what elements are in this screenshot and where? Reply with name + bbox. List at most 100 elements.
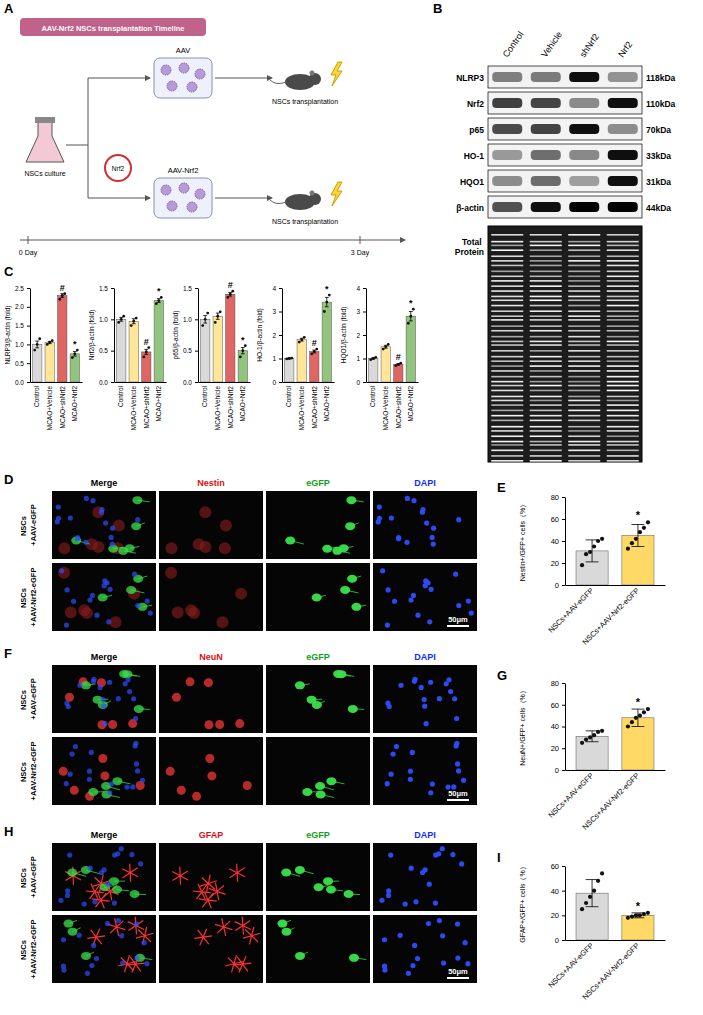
x-tick: MCAO+Vehicle — [382, 382, 389, 430]
gel-band — [568, 249, 600, 251]
y-tick-mark — [27, 288, 30, 289]
micrograph-ground — [266, 843, 370, 911]
nucleus — [456, 603, 461, 608]
micrograph-ground — [159, 915, 263, 983]
gel-band — [607, 249, 639, 251]
protein-label: β-actin — [456, 203, 484, 213]
micrograph — [266, 665, 370, 733]
x-tick: MCAO+shNrf2 — [227, 382, 234, 428]
x-tick-label: MCAO+Nrf2 — [71, 386, 78, 422]
bar — [33, 344, 42, 382]
gel-band — [607, 310, 639, 312]
marker-cell — [215, 720, 224, 729]
x-tick-label: NSCs+AAV-eGFP — [546, 586, 595, 635]
error-bar — [586, 540, 599, 562]
gel-band — [530, 370, 562, 372]
nucleus — [107, 790, 112, 795]
gel-band — [491, 344, 523, 346]
gel-band — [607, 430, 639, 432]
gel-band — [607, 460, 639, 462]
y-tick: 40 — [551, 887, 565, 896]
gel-band — [568, 370, 600, 372]
gfp-cell — [67, 869, 77, 877]
gel-band — [530, 310, 562, 312]
y-axis: 0.00.51.01.52.02.5 — [15, 285, 31, 386]
nucleus — [91, 943, 96, 948]
panel-letter: B — [433, 1, 442, 16]
nucleus — [61, 937, 66, 942]
y-tick-label: 0.5 — [183, 347, 192, 354]
gfp-cell — [315, 782, 325, 790]
point — [630, 720, 634, 724]
nucleus — [94, 613, 99, 618]
bar-chart: 01234ControlMCAO+VehicleMCAO+shNrf2MCAO+… — [340, 285, 419, 431]
y-tick-label: 20 — [551, 911, 559, 920]
gel-band — [491, 381, 523, 383]
gfp-cell — [295, 952, 305, 960]
marker-cell — [165, 542, 177, 554]
gfap-cell — [243, 927, 260, 944]
point — [51, 339, 54, 342]
nucleus — [83, 540, 88, 545]
nucleus — [419, 685, 424, 690]
marker-cell — [188, 607, 200, 619]
bar — [154, 301, 163, 382]
gel-band — [607, 280, 639, 282]
significance: * — [636, 900, 641, 912]
gel-band — [607, 265, 639, 267]
protein-label: p65 — [469, 125, 484, 135]
nucleus — [426, 921, 431, 926]
gel-band — [607, 360, 639, 362]
gel-band — [491, 299, 523, 301]
point — [646, 911, 650, 915]
nucleus — [415, 613, 420, 618]
error-bar — [216, 313, 220, 319]
nucleus — [58, 898, 63, 903]
bar — [285, 359, 294, 383]
y-axis-title: Nestin+/GFP+ cells（%） — [519, 501, 527, 582]
gfp-cell — [312, 593, 322, 601]
nucleus — [116, 918, 121, 923]
gel-band — [568, 271, 600, 273]
gel-band — [607, 271, 639, 273]
nucleus — [106, 882, 111, 887]
gel-band — [491, 260, 523, 262]
gfp-cell — [281, 869, 291, 877]
column-header: Merge — [91, 478, 118, 488]
transplant-label: NSCs transplantation — [272, 218, 338, 226]
nucleus — [101, 867, 106, 872]
nucleus — [119, 933, 124, 938]
transplant-label: NSCs transplantation — [272, 98, 338, 106]
gel-band — [491, 385, 523, 387]
y-tick-mark — [562, 915, 565, 916]
point — [387, 343, 390, 346]
x-tick-label: Control — [285, 385, 292, 407]
gel-band — [491, 415, 523, 417]
point — [397, 363, 400, 366]
gfp-cell — [340, 586, 350, 594]
nucleus — [103, 521, 108, 526]
x-tick: MCAO+shNrf2 — [59, 382, 66, 428]
gel-band — [530, 376, 562, 378]
nucleus — [422, 697, 427, 702]
virus-box — [154, 58, 212, 98]
gel-band — [491, 460, 523, 462]
gel-band — [607, 305, 639, 307]
nucleus — [142, 940, 147, 945]
gfp-cell — [351, 603, 361, 611]
gel-band — [530, 455, 562, 457]
gel-band — [568, 390, 600, 392]
error-bar — [144, 349, 148, 354]
nucleus — [463, 940, 468, 945]
point — [58, 298, 61, 301]
row-label: NSCs +AAV-eGFP — [19, 678, 38, 719]
point — [204, 318, 207, 321]
timeline — [20, 240, 405, 241]
point — [216, 315, 219, 318]
significance: * — [325, 284, 329, 294]
gel-band — [607, 260, 639, 262]
nucleus — [440, 846, 445, 851]
gfp-cell — [126, 586, 136, 594]
y-tick-label: 2 — [356, 332, 360, 339]
x-tick-label: Control — [201, 385, 208, 407]
